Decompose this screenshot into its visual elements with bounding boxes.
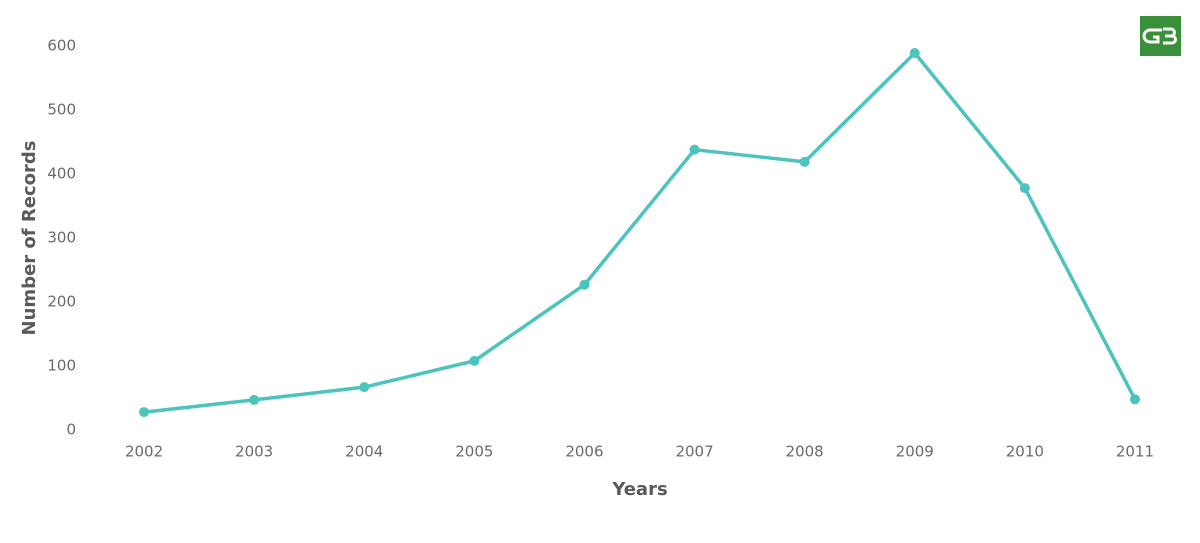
x-tick-label: 2011	[1116, 443, 1154, 461]
x-tick-label: 2009	[896, 443, 934, 461]
x-tick-label: 2008	[786, 443, 824, 461]
data-point	[579, 279, 590, 290]
logo	[1140, 16, 1181, 56]
x-tick-label: 2004	[345, 443, 383, 461]
y-tick-label: 300	[47, 229, 76, 247]
y-tick-label: 400	[47, 165, 76, 183]
x-tick-label: 2010	[1006, 443, 1044, 461]
data-point	[359, 382, 370, 393]
data-point	[799, 156, 810, 167]
series-line	[143, 51, 1137, 414]
y-tick-label: 200	[47, 293, 76, 311]
data-point	[909, 48, 920, 59]
y-tick-label: 600	[47, 37, 76, 55]
data-point	[689, 144, 700, 155]
data-point	[1019, 183, 1030, 194]
y-axis-title: Number of Records	[19, 141, 40, 336]
y-tick-label: 100	[47, 357, 76, 375]
data-point	[139, 407, 150, 418]
data-point	[469, 355, 480, 366]
x-axis-title: Years	[611, 479, 667, 500]
data-point	[1129, 394, 1140, 405]
x-tick-label: 2005	[455, 443, 493, 461]
data-point	[249, 394, 260, 405]
x-tick-label: 2006	[565, 443, 603, 461]
x-tick-label: 2007	[675, 443, 713, 461]
y-tick-label: 0	[66, 421, 76, 439]
x-tick-label: 2003	[235, 443, 273, 461]
x-tick-label: 2002	[125, 443, 163, 461]
y-tick-label: 500	[47, 101, 76, 119]
